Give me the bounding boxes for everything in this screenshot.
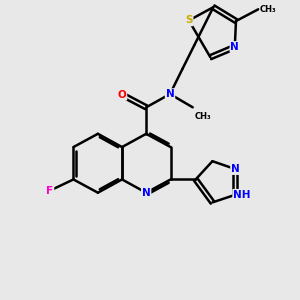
Text: S: S — [185, 15, 193, 26]
Text: N: N — [231, 164, 240, 174]
Text: CH₃: CH₃ — [194, 112, 211, 121]
Text: CH₃: CH₃ — [260, 5, 277, 14]
Text: O: O — [118, 90, 126, 100]
Text: N: N — [230, 42, 239, 52]
Text: N: N — [142, 188, 151, 198]
Text: NH: NH — [233, 190, 250, 200]
Text: F: F — [46, 186, 53, 196]
Text: N: N — [166, 89, 174, 99]
